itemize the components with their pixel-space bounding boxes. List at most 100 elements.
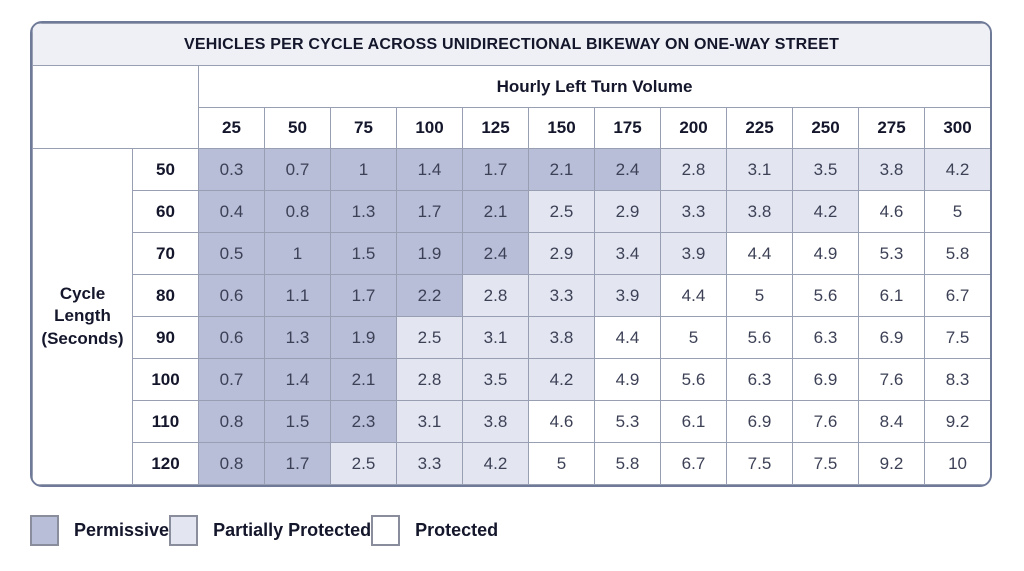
value-cell: 8.4 — [858, 400, 925, 443]
row-header-70: 70 — [132, 232, 199, 275]
column-group-header: Hourly Left Turn Volume — [197, 65, 990, 108]
value-cell: 2.9 — [594, 190, 661, 233]
value-cell: 2.8 — [396, 358, 463, 401]
partially-protected-label: Partially Protected — [213, 520, 372, 540]
value-cell: 1.9 — [396, 232, 463, 275]
row-header-80: 80 — [132, 274, 199, 317]
column-header-125: 125 — [462, 107, 529, 149]
value-cell: 1 — [264, 232, 331, 275]
protected-label: Protected — [415, 520, 499, 540]
column-header-25: 25 — [198, 107, 265, 149]
protected-swatch — [371, 515, 401, 546]
value-cell: 2.5 — [330, 442, 397, 485]
value-cell: 5.8 — [594, 442, 661, 485]
value-cell: 3.9 — [594, 274, 661, 317]
value-cell: 0.7 — [264, 148, 331, 191]
value-cell: 1.7 — [462, 148, 529, 191]
value-cell: 5 — [923, 190, 990, 233]
permissive-swatch — [30, 515, 59, 546]
value-cell: 1.4 — [264, 358, 331, 401]
value-cell: 8.3 — [923, 358, 990, 401]
value-cell: 0.6 — [198, 274, 265, 317]
value-cell: 2.1 — [528, 148, 595, 191]
value-cell: 1.5 — [264, 400, 331, 443]
value-cell: 6.1 — [660, 400, 727, 443]
value-cell: 1.3 — [264, 316, 331, 359]
value-cell: 0.7 — [198, 358, 265, 401]
value-cell: 0.3 — [198, 148, 265, 191]
row-header-100: 100 — [132, 358, 199, 401]
value-cell: 0.5 — [198, 232, 265, 275]
value-cell: 2.4 — [594, 148, 661, 191]
value-cell: 4.2 — [462, 442, 529, 485]
row-header-90: 90 — [132, 316, 199, 359]
value-cell: 9.2 — [858, 442, 925, 485]
value-cell: 3.8 — [528, 316, 595, 359]
value-cell: 5.3 — [858, 232, 925, 275]
value-cell: 4.2 — [923, 148, 990, 191]
column-headers-row: 25 50 75 100 125 150 175 200 225 250 275 300 — [33, 107, 990, 149]
value-cell: 1.4 — [396, 148, 463, 191]
value-cell: 4.4 — [594, 316, 661, 359]
legend-item-protected: Protected — [371, 515, 498, 546]
row-header-120: 120 — [132, 442, 199, 485]
value-cell: 9.2 — [923, 400, 990, 443]
value-cell: 0.4 — [198, 190, 265, 233]
permissive-label: Permissive — [74, 520, 170, 540]
row-header-50: 50 — [132, 148, 199, 191]
legend-item-partially-protected: Partially Protected — [169, 515, 371, 546]
column-header-150: 150 — [528, 107, 595, 149]
column-header-175: 175 — [594, 107, 661, 149]
value-cell: 0.8 — [198, 442, 265, 485]
row-group-header: Cycle Length (Seconds) — [32, 148, 133, 485]
value-cell: 2.8 — [660, 148, 727, 191]
value-cell: 3.5 — [792, 148, 859, 191]
legend-item-permissive: Permissive — [30, 515, 169, 546]
value-cell: 3.1 — [726, 148, 793, 191]
table-row: 70 0.5 1 1.5 1.9 2.4 2.9 3.4 3.9 4.4 4.9 5.3 5.8 — [33, 232, 990, 275]
value-cell: 2.1 — [462, 190, 529, 233]
value-cell: 4.2 — [528, 358, 595, 401]
column-header-100: 100 — [396, 107, 463, 149]
value-cell: 6.3 — [726, 358, 793, 401]
value-cell: 0.8 — [264, 190, 331, 233]
value-cell: 3.3 — [396, 442, 463, 485]
value-cell: 10 — [923, 442, 990, 485]
value-cell: 2.4 — [462, 232, 529, 275]
heatmap-table: VEHICLES PER CYCLE ACROSS UNIDIRECTIONAL… — [32, 23, 990, 485]
value-cell: 0.8 — [198, 400, 265, 443]
value-cell: 3.3 — [528, 274, 595, 317]
table-row: 90 0.6 1.3 1.9 2.5 3.1 3.8 4.4 5 5.6 6.3 6.9 7.5 — [33, 316, 990, 359]
value-cell: 6.9 — [858, 316, 925, 359]
value-cell: 3.8 — [462, 400, 529, 443]
value-cell: 5.8 — [923, 232, 990, 275]
value-cell: 3.8 — [726, 190, 793, 233]
value-cell: 3.4 — [594, 232, 661, 275]
corner-cell — [32, 65, 199, 149]
column-header-75: 75 — [330, 107, 397, 149]
table-title: VEHICLES PER CYCLE ACROSS UNIDIRECTIONAL… — [32, 23, 990, 66]
value-cell: 1.3 — [330, 190, 397, 233]
value-cell: 1.7 — [396, 190, 463, 233]
value-cell: 5.6 — [792, 274, 859, 317]
value-cell: 5.6 — [726, 316, 793, 359]
table-row: 80 0.6 1.1 1.7 2.2 2.8 3.3 3.9 4.4 5 5.6 6.1 6.7 — [33, 274, 990, 317]
value-cell: 7.5 — [923, 316, 990, 359]
value-cell: 2.5 — [396, 316, 463, 359]
table-row: 120 0.8 1.7 2.5 3.3 4.2 5 5.8 6.7 7.5 7.5 9.2 10 — [33, 442, 990, 485]
column-header-275: 275 — [858, 107, 925, 149]
value-cell: 3.5 — [462, 358, 529, 401]
value-cell: 4.9 — [792, 232, 859, 275]
value-cell: 6.9 — [792, 358, 859, 401]
value-cell: 5 — [528, 442, 595, 485]
value-cell: 4.9 — [594, 358, 661, 401]
value-cell: 7.5 — [726, 442, 793, 485]
value-cell: 6.7 — [660, 442, 727, 485]
value-cell: 2.9 — [528, 232, 595, 275]
value-cell: 7.5 — [792, 442, 859, 485]
value-cell: 1 — [330, 148, 397, 191]
value-cell: 4.4 — [726, 232, 793, 275]
column-header-50: 50 — [264, 107, 331, 149]
value-cell: 3.1 — [462, 316, 529, 359]
